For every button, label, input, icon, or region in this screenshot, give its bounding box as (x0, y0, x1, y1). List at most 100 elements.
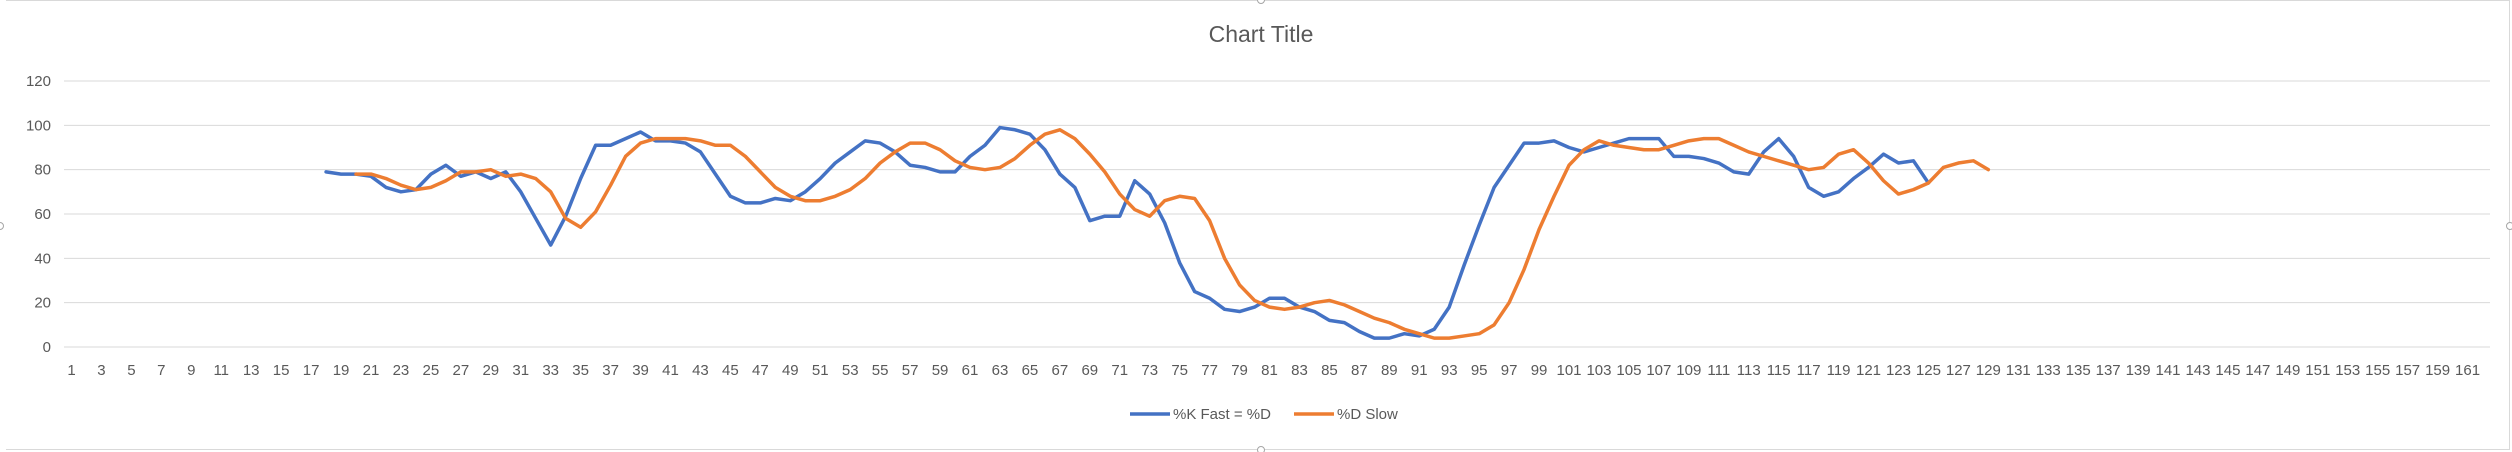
x-tick-label: 113 (1737, 362, 1761, 379)
x-tick-label: 133 (2036, 362, 2061, 379)
x-tick-label: 127 (1946, 362, 1971, 379)
y-axis-ticks: 0 20 40 60 80 100 120 (26, 73, 51, 356)
x-tick-label: 87 (1351, 362, 1368, 379)
series-line-0[interactable] (324, 125, 1931, 340)
x-tick-label: 65 (1022, 362, 1039, 379)
x-tick-label: 125 (1916, 362, 1941, 379)
x-tick-label: 161 (2455, 362, 2480, 379)
x-tick-label: 27 (453, 362, 470, 379)
legend-label-1: %D Slow (1337, 406, 1398, 423)
x-tick-label: 47 (752, 362, 769, 379)
x-tick-label: 79 (1231, 362, 1248, 379)
x-tick-label: 75 (1171, 362, 1188, 379)
y-tick-label: 60 (34, 206, 51, 223)
x-tick-label: 139 (2126, 362, 2151, 379)
x-tick-label: 19 (333, 362, 350, 379)
y-tick-label: 0 (43, 339, 51, 356)
x-tick-label: 73 (1141, 362, 1158, 379)
x-tick-label: 153 (2335, 362, 2360, 379)
x-axis-ticks: 1 3 5 7 9 11 13 15 17 19 21 23 25 27 29 31 33 35 37 39 41 43 4… (67, 362, 2480, 379)
series-line-1[interactable] (354, 128, 1991, 340)
x-tick-label: 111 (1707, 362, 1730, 379)
x-tick-label: 147 (2245, 362, 2270, 379)
x-tick-label: 33 (542, 362, 559, 379)
y-tick-label: 100 (26, 117, 51, 134)
x-tick-label: 149 (2275, 362, 2300, 379)
x-tick-label: 45 (722, 362, 739, 379)
x-tick-label: 157 (2395, 362, 2420, 379)
x-tick-label: 131 (2006, 362, 2031, 379)
legend: %K Fast = %D %D Slow (1130, 406, 1398, 423)
x-tick-label: 77 (1201, 362, 1218, 379)
resize-handle-bottom[interactable] (1257, 446, 1265, 452)
x-tick-label: 21 (363, 362, 380, 379)
x-tick-label: 159 (2425, 362, 2450, 379)
x-tick-label: 3 (97, 362, 105, 379)
legend-label-0: %K Fast = %D (1173, 406, 1271, 423)
x-tick-label: 129 (1976, 362, 2001, 379)
x-tick-label: 103 (1586, 362, 1611, 379)
x-tick-label: 137 (2096, 362, 2121, 379)
x-tick-label: 95 (1471, 362, 1488, 379)
x-tick-label: 7 (157, 362, 165, 379)
x-tick-label: 31 (512, 362, 529, 379)
series-lines (324, 125, 1991, 340)
x-tick-label: 41 (662, 362, 679, 379)
x-tick-label: 93 (1441, 362, 1458, 379)
x-tick-label: 37 (602, 362, 619, 379)
x-tick-label: 83 (1291, 362, 1308, 379)
x-tick-label: 53 (842, 362, 859, 379)
x-tick-label: 71 (1111, 362, 1128, 379)
x-tick-label: 13 (243, 362, 260, 379)
y-tick-label: 40 (34, 250, 51, 267)
resize-handle-right[interactable] (2506, 222, 2512, 230)
x-tick-label: 9 (187, 362, 195, 379)
x-tick-label: 135 (2066, 362, 2091, 379)
x-tick-label: 69 (1081, 362, 1098, 379)
x-tick-label: 117 (1797, 362, 1821, 379)
x-tick-label: 115 (1767, 362, 1791, 379)
x-tick-label: 141 (2156, 362, 2181, 379)
x-tick-label: 99 (1531, 362, 1548, 379)
x-tick-label: 143 (2185, 362, 2210, 379)
x-tick-label: 101 (1557, 362, 1582, 379)
x-tick-label: 23 (393, 362, 410, 379)
x-tick-label: 91 (1411, 362, 1428, 379)
x-tick-label: 151 (2305, 362, 2330, 379)
x-tick-label: 121 (1856, 362, 1881, 379)
x-tick-label: 1 (67, 362, 75, 379)
y-tick-label: 120 (26, 73, 51, 90)
x-tick-label: 67 (1052, 362, 1069, 379)
x-tick-label: 145 (2215, 362, 2240, 379)
x-tick-label: 17 (303, 362, 320, 379)
y-tick-label: 20 (34, 295, 51, 312)
x-tick-label: 107 (1646, 362, 1671, 379)
x-tick-label: 43 (692, 362, 709, 379)
x-tick-label: 11 (213, 362, 229, 379)
chart-title: Chart Title (1209, 21, 1314, 47)
y-tick-label: 80 (34, 162, 51, 179)
x-tick-label: 25 (423, 362, 440, 379)
x-tick-label: 89 (1381, 362, 1398, 379)
x-tick-label: 55 (872, 362, 889, 379)
x-tick-label: 61 (962, 362, 979, 379)
x-tick-label: 5 (127, 362, 135, 379)
x-tick-label: 29 (482, 362, 499, 379)
x-tick-label: 109 (1676, 362, 1701, 379)
x-tick-label: 119 (1827, 362, 1851, 379)
x-tick-label: 63 (992, 362, 1009, 379)
x-tick-label: 51 (812, 362, 829, 379)
x-tick-label: 57 (902, 362, 919, 379)
x-tick-label: 39 (632, 362, 649, 379)
x-tick-label: 97 (1501, 362, 1518, 379)
gridlines (64, 80, 2490, 348)
x-tick-label: 49 (782, 362, 799, 379)
x-tick-label: 85 (1321, 362, 1338, 379)
x-tick-label: 15 (273, 362, 290, 379)
x-tick-label: 35 (572, 362, 589, 379)
x-tick-label: 123 (1886, 362, 1911, 379)
x-tick-label: 105 (1616, 362, 1641, 379)
x-tick-label: 155 (2365, 362, 2390, 379)
